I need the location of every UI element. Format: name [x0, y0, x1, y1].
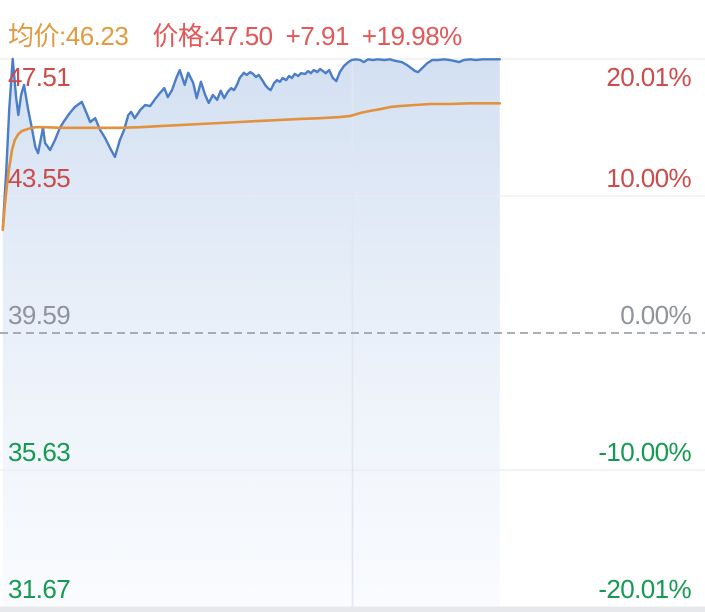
percent-axis-label: -20.01% [598, 574, 691, 604]
price-axis-label: 43.55 [8, 163, 71, 193]
average-price-line [1, 102, 502, 232]
percent-axis-label: 0.00% [620, 300, 691, 330]
average-price-readout: 均价:46.23 [8, 16, 129, 53]
price-line [1, 57, 501, 230]
price-axis-label: 47.51 [8, 62, 71, 92]
price-change-percent: +19.98% [361, 20, 462, 51]
bottom-edge-strip [0, 607, 705, 612]
current-price-readout: 价格:47.50 +7.91 +19.98% [152, 16, 462, 53]
average-price-label: 均价: [8, 20, 66, 51]
percent-axis-label: 20.01% [606, 62, 691, 92]
price-change-value: +7.91 [285, 20, 350, 51]
price-axis-label: 39.59 [8, 300, 71, 330]
percent-axis-label: 10.00% [606, 163, 691, 193]
percent-axis-label: -10.00% [598, 437, 691, 467]
price-axis-label: 31.67 [8, 574, 71, 604]
quote-header: 均价:46.23 价格:47.50 +7.91 +19.98% [8, 14, 697, 54]
price-label: 价格: [152, 20, 211, 51]
price-value: 47.50 [210, 20, 273, 51]
price-axis-label: 35.63 [8, 437, 71, 467]
average-price-value: 46.23 [65, 20, 129, 51]
